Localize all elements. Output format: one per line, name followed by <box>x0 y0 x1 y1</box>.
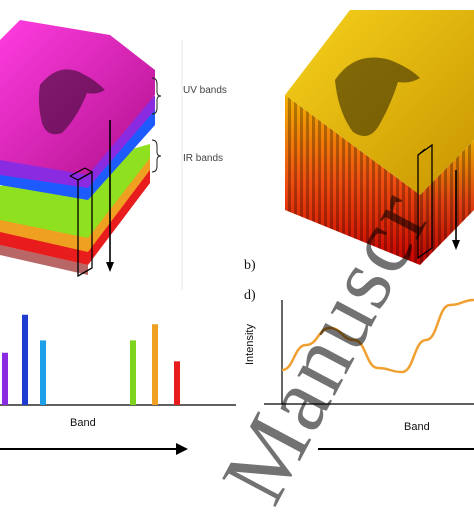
intensity-curve <box>281 298 474 374</box>
bird-silhouette-a <box>38 69 105 135</box>
cube-pixel-column <box>417 143 433 260</box>
bar-0 <box>2 352 8 405</box>
panel-d-label: d) <box>244 288 256 303</box>
line-chart <box>264 298 474 450</box>
cube-side-stripes <box>420 140 474 265</box>
uv-bands-label: UV bands <box>183 85 227 96</box>
uv-brace <box>151 77 162 115</box>
band-axis-label-left: Band <box>70 417 96 429</box>
intensity-axis-label: Intensity <box>244 324 256 365</box>
pixel-column <box>77 170 93 278</box>
bar-2 <box>40 340 46 405</box>
cube-front-stripes <box>285 95 420 265</box>
band-axis-label-right: Band <box>404 421 430 433</box>
ir-bands-label: IR bands <box>183 153 224 164</box>
layered-band-stack <box>0 20 183 290</box>
bar-1 <box>22 314 28 405</box>
layer-sides <box>0 245 88 275</box>
bird-silhouette-b <box>335 57 420 136</box>
bar-4 <box>152 324 158 405</box>
figure-canvas <box>0 10 474 455</box>
bar-3 <box>130 340 136 405</box>
panel-b-label: b) <box>244 258 256 273</box>
bar-chart <box>0 314 236 455</box>
hypercube <box>285 10 474 265</box>
bar-5 <box>174 361 180 405</box>
ir-brace <box>151 139 162 173</box>
bar-series <box>2 314 180 405</box>
